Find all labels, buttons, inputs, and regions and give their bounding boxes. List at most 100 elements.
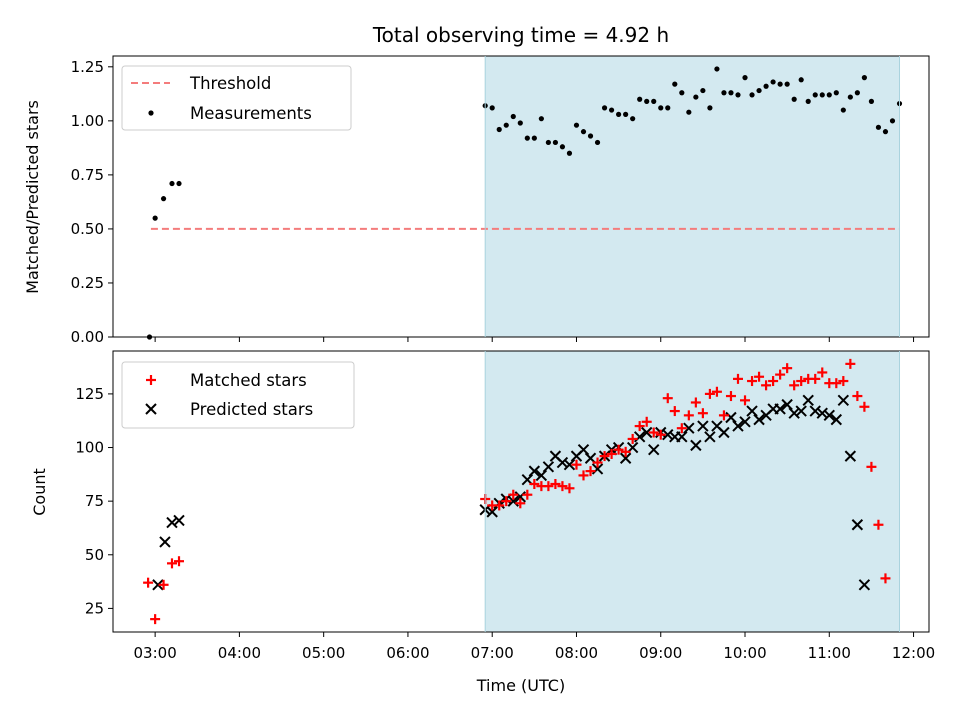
- predicted-star-point: [725, 411, 737, 424]
- top-panel-ticks: 0.00 0.25 0.50 0.75 1.00 1.25: [71, 58, 915, 346]
- measurement-point: [566, 150, 573, 156]
- measurement-point: [679, 90, 685, 96]
- legend-measurements-swatch: [148, 110, 154, 116]
- measurement-point: [580, 129, 587, 135]
- x-tick-label: 09:00: [639, 644, 682, 662]
- measurement-point: [503, 122, 509, 128]
- measurement-point: [875, 124, 882, 130]
- predicted-star-point: [739, 416, 751, 428]
- measurement-point: [160, 196, 167, 202]
- predicted-star-point: [514, 491, 527, 503]
- legend-threshold-label: Threshold: [189, 74, 271, 93]
- legend-matched-label: Matched stars: [190, 371, 307, 390]
- matched-star-point: [831, 378, 842, 389]
- top-panel-legend: Threshold Measurements: [121, 65, 352, 131]
- bottom-panel: 25 50 75 100 125 03:00 04:00 05:00 06:00 07:00 08:…: [75, 350, 935, 662]
- matched-star-point: [150, 614, 161, 625]
- measurement-point: [798, 77, 804, 83]
- bottom-panel-ticks: 25 50 75 100 125 03:00 04:00 05:00 06:00 07:00 08:…: [75, 385, 935, 662]
- predicted-star-point: [788, 407, 800, 419]
- measurement-point: [176, 180, 182, 187]
- predicted-star-point: [640, 426, 653, 439]
- predicted-star-point: [683, 422, 695, 434]
- measurement-point: [623, 111, 629, 117]
- measurement-point: [791, 96, 797, 102]
- measurement-point: [728, 90, 734, 96]
- matched-star-point: [852, 391, 863, 402]
- measurement-point: [608, 107, 615, 113]
- matched-star-point: [817, 367, 828, 378]
- measurement-point: [524, 135, 530, 141]
- matched-star-point: [866, 461, 877, 472]
- predicted-star-point: [697, 420, 709, 432]
- matched-star-point: [747, 376, 758, 387]
- measurement-point: [861, 75, 867, 81]
- predicted-star-point: [837, 394, 850, 407]
- measurement-point: [784, 81, 790, 87]
- predicted-star-point: [577, 443, 590, 456]
- matched-star-point: [845, 358, 856, 369]
- matched-star-point: [529, 478, 540, 489]
- predicted-star-point: [556, 456, 569, 469]
- measurement-point: [721, 90, 727, 96]
- predicted-star-point: [809, 405, 821, 417]
- measurement-point: [847, 94, 853, 100]
- matched-star-point: [166, 558, 177, 569]
- measurement-point: [763, 83, 769, 89]
- matched-star-point: [648, 427, 659, 438]
- chart-title: Total observing time = 4.92 h: [372, 23, 669, 47]
- measurement-point: [882, 129, 889, 135]
- predicted-star-point: [704, 431, 716, 443]
- measurement-point: [812, 92, 818, 98]
- matched-star-point: [606, 448, 617, 459]
- predicted-star-point: [486, 506, 498, 518]
- measurement-point: [601, 105, 608, 111]
- x-tick-label: 06:00: [386, 644, 429, 662]
- measurement-point: [496, 126, 502, 133]
- y-tick-label: 1.25: [71, 58, 104, 76]
- measurement-point: [819, 92, 825, 98]
- predicted-star-point: [858, 579, 871, 591]
- matched-star-point: [732, 373, 743, 384]
- bottom-panel-marks: [143, 358, 891, 625]
- measurement-point: [517, 120, 523, 126]
- legend-box: [121, 65, 352, 131]
- y-tick-label: 0.50: [71, 220, 104, 238]
- matched-star-point: [669, 406, 680, 417]
- measurement-point: [742, 75, 748, 81]
- predicted-star-point: [619, 452, 632, 464]
- matched-star-point: [725, 391, 736, 402]
- matched-star-point: [599, 451, 610, 462]
- measurement-point: [637, 96, 643, 102]
- y-tick-label: 50: [85, 546, 104, 564]
- predicted-star-point: [662, 428, 674, 441]
- predicted-star-point: [166, 516, 178, 529]
- matched-star-point: [620, 446, 631, 457]
- matched-star-point: [522, 489, 533, 500]
- measurement-point: [686, 109, 692, 115]
- matched-star-point: [775, 369, 786, 380]
- y-tick-label: 100: [75, 439, 104, 457]
- measurement-point: [651, 98, 657, 104]
- predicted-star-point: [753, 413, 765, 426]
- matched-star-point: [585, 466, 596, 477]
- measurement-point: [587, 133, 594, 139]
- measurement-point: [559, 144, 566, 150]
- predicted-star-point: [823, 409, 835, 422]
- measurement-point: [714, 66, 720, 72]
- predicted-star-point: [591, 463, 604, 475]
- legend-predicted-label: Predicted stars: [190, 400, 313, 419]
- legend-measurements-label: Measurements: [190, 104, 312, 123]
- x-tick-label: 07:00: [471, 644, 514, 662]
- predicted-star-point: [648, 443, 660, 456]
- top-panel-marks: [146, 66, 903, 340]
- predicted-star-point: [732, 420, 744, 432]
- predicted-star-point: [542, 461, 555, 473]
- matched-star-point: [578, 470, 589, 481]
- matched-star-point: [662, 393, 673, 404]
- measurement-point: [552, 139, 559, 146]
- predicted-star-point: [535, 469, 548, 482]
- top-panel: 0.00 0.25 0.50 0.75 1.00 1.25 Threshold Measu…: [71, 55, 930, 346]
- x-tick-label: 11:00: [808, 644, 851, 662]
- matched-star-point: [676, 423, 687, 434]
